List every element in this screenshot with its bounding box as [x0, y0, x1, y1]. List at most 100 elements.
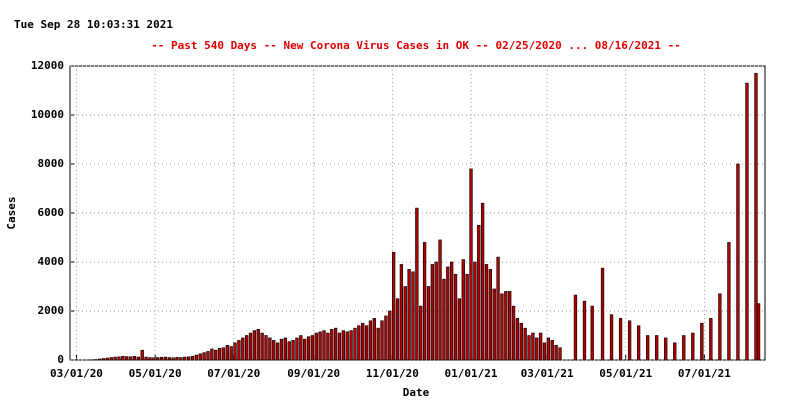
x-tick-label: 07/01/21 — [678, 367, 731, 380]
bar — [396, 299, 399, 360]
bar — [682, 336, 685, 361]
bar — [327, 333, 330, 360]
bar — [709, 318, 712, 360]
bar — [381, 321, 384, 360]
bar — [133, 356, 136, 360]
bar — [373, 318, 376, 360]
bar — [149, 358, 152, 360]
bar — [338, 333, 341, 360]
bar — [524, 328, 527, 360]
bar — [122, 356, 125, 360]
bar — [435, 262, 438, 360]
bar — [412, 272, 415, 360]
bar — [737, 164, 740, 360]
bar — [199, 354, 202, 360]
bar — [280, 339, 283, 360]
bar — [253, 331, 256, 360]
bar — [288, 342, 291, 360]
y-tick-label: 0 — [57, 353, 64, 366]
bar — [106, 358, 109, 360]
bar — [481, 203, 484, 360]
bar — [350, 331, 353, 360]
bar — [195, 355, 198, 360]
bar — [532, 333, 535, 360]
bar — [719, 294, 722, 360]
bar — [574, 295, 577, 360]
bar — [160, 357, 163, 360]
bar — [311, 336, 314, 361]
bar — [501, 294, 504, 360]
bar — [180, 358, 183, 360]
bar — [303, 339, 306, 360]
x-axis-label: Date — [403, 386, 430, 399]
bar — [454, 274, 457, 360]
bar — [497, 257, 500, 360]
bar — [619, 318, 622, 360]
x-tick-label: 03/01/21 — [521, 367, 574, 380]
bar — [539, 333, 542, 360]
bar — [466, 274, 469, 360]
bar — [164, 357, 167, 360]
bar — [458, 299, 461, 360]
bar — [183, 357, 186, 360]
bar — [427, 287, 430, 361]
bar — [547, 338, 550, 360]
bar — [315, 333, 318, 360]
bar — [365, 326, 368, 360]
bar — [470, 169, 473, 360]
bar — [261, 333, 264, 360]
bar — [377, 328, 380, 360]
bar — [601, 268, 604, 360]
bar — [319, 332, 322, 360]
bar — [137, 357, 140, 360]
bar — [400, 264, 403, 360]
bar — [431, 264, 434, 360]
y-tick-label: 12000 — [31, 59, 64, 72]
bar — [746, 83, 749, 360]
bar — [423, 242, 426, 360]
bar — [477, 225, 480, 360]
bar — [98, 359, 101, 360]
timestamp: Tue Sep 28 10:03:31 2021 — [14, 18, 173, 31]
bar — [203, 353, 206, 360]
bar — [357, 326, 360, 360]
bar — [416, 208, 419, 360]
x-tick-label: 11/01/20 — [366, 367, 419, 380]
bar — [474, 262, 477, 360]
bar — [543, 343, 546, 360]
bar — [646, 336, 649, 361]
bar — [516, 318, 519, 360]
bar — [191, 356, 194, 360]
bar — [245, 336, 248, 361]
bar — [276, 343, 279, 360]
bar — [369, 321, 372, 360]
bar — [555, 345, 558, 360]
bar — [628, 321, 631, 360]
bar — [512, 306, 515, 360]
bar — [404, 287, 407, 361]
bar — [299, 336, 302, 361]
bar — [234, 343, 237, 360]
bar — [691, 333, 694, 360]
bar — [385, 316, 388, 360]
bar — [210, 349, 213, 360]
bar — [757, 304, 760, 360]
bar — [207, 351, 210, 360]
bar — [439, 240, 442, 360]
bar — [265, 336, 268, 361]
bar — [110, 358, 113, 360]
bar — [226, 345, 229, 360]
bar — [446, 267, 449, 360]
chart-title: -- Past 540 Days -- New Corona Virus Cas… — [151, 39, 681, 52]
bar — [583, 301, 586, 360]
bar — [489, 269, 492, 360]
y-tick-label: 4000 — [38, 255, 65, 268]
bar — [664, 338, 667, 360]
x-tick-label: 07/01/20 — [207, 367, 260, 380]
y-axis-label: Cases — [5, 196, 18, 229]
bar — [156, 358, 159, 360]
bar — [272, 340, 275, 360]
bar — [551, 340, 554, 360]
bar — [637, 326, 640, 360]
